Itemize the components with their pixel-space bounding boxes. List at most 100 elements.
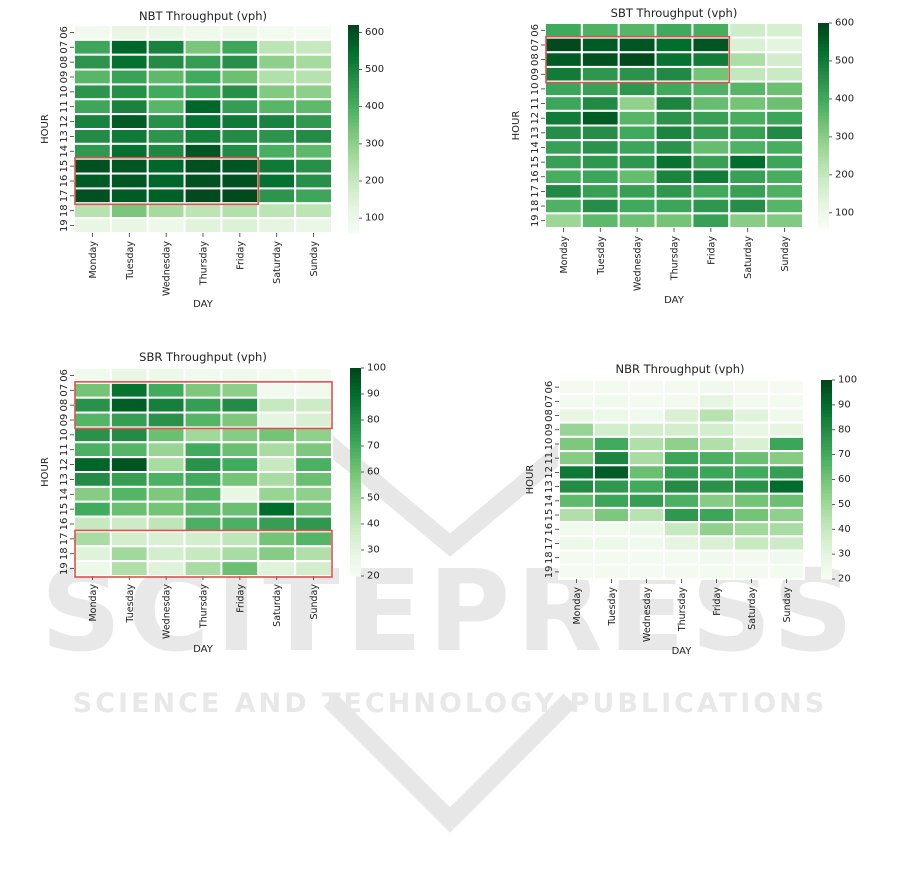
colorbar-tick-label: 600 [835, 18, 854, 29]
colorbar-segment [348, 122, 359, 127]
colorbar-segment [348, 73, 359, 78]
colorbar-tick-label: 60 [838, 474, 851, 485]
heatmap-cell-06-friday [698, 379, 735, 396]
colorbar-segment [348, 167, 359, 172]
heatmap-cell-13-sunday [768, 478, 805, 495]
colorbar-segment [821, 479, 832, 484]
colorbar-segment [821, 436, 832, 441]
colorbar-segment [350, 541, 361, 546]
colorbar-segment [348, 135, 359, 140]
colorbar-segment [350, 423, 361, 428]
colorbar-segment [348, 156, 359, 161]
colorbar-segment [821, 383, 832, 388]
heatmap-cell-16-wednesday [628, 521, 665, 538]
colorbar-tick-label: 40 [838, 524, 851, 535]
colorbar-segment [350, 524, 361, 528]
colorbar-segment [350, 420, 361, 424]
heatmap-cell-13-monday [558, 478, 595, 495]
colorbar-segment [350, 530, 361, 535]
colorbar-segment [348, 28, 359, 33]
colorbar-segment [348, 77, 359, 81]
colorbar-segment [348, 59, 359, 64]
colorbar-segment [818, 36, 829, 41]
colorbar-segment [348, 177, 359, 182]
colorbar-segment [818, 146, 829, 150]
colorbar-segment [818, 173, 829, 178]
colorbar-segment [348, 52, 359, 57]
colorbar-segment [818, 152, 829, 157]
colorbar-segment [348, 208, 359, 213]
heatmap-cell-17-sunday [768, 535, 805, 552]
colorbar-segment [821, 389, 832, 394]
y-tick-label: 19 [59, 562, 70, 575]
heatmap-cell-06-monday [558, 379, 595, 396]
colorbar-segment [350, 572, 361, 577]
colorbar-segment [821, 403, 832, 408]
colorbar-segment [348, 118, 359, 123]
heatmap-cell-13-saturday [733, 478, 770, 495]
colorbar-segment [821, 552, 832, 557]
colorbar-segment [350, 416, 361, 421]
x-tick-label: Friday [235, 584, 246, 613]
colorbar-segment [821, 466, 832, 471]
heatmap-cell-11-sunday [768, 450, 805, 467]
colorbar-segment [350, 433, 361, 438]
x-tick-label: Friday [235, 241, 246, 270]
y-tick-label: 07 [530, 39, 541, 52]
heatmap-cell-12-friday [698, 464, 735, 481]
heatmap-cell-15-thursday [663, 506, 700, 524]
colorbar-segment [821, 429, 832, 434]
colorbar-segment [821, 575, 832, 580]
colorbar-segment [818, 159, 829, 164]
highlight-box [74, 156, 260, 206]
colorbar-segment [818, 43, 829, 48]
colorbar-tick-label: 60 [367, 467, 380, 478]
y-tick-label: 11 [530, 97, 541, 110]
colorbar-segment [350, 503, 361, 508]
colorbar-segment [818, 149, 829, 154]
y-tick-label: 08 [59, 399, 70, 412]
heatmap-cell-19-wednesday [628, 563, 665, 580]
colorbar-segment [821, 515, 832, 520]
colorbar-segment [348, 63, 359, 68]
colorbar-segment [348, 226, 359, 231]
colorbar-segment [821, 439, 832, 444]
colorbar-segment [348, 181, 359, 185]
y-tick-label: 15 [59, 503, 70, 516]
y-tick-label: 06 [59, 26, 70, 39]
colorbar-segment [818, 46, 829, 51]
colorbar-segment [348, 97, 359, 102]
colorbar-segment [348, 25, 359, 29]
colorbar-segment [821, 386, 832, 391]
colorbar-segment [818, 190, 829, 195]
heatmap-cell-11-saturday [733, 450, 770, 467]
colorbar-segment [821, 449, 832, 454]
colorbar-segment [348, 184, 359, 189]
colorbar-segment [350, 496, 361, 501]
heatmap-cell-16-thursday [663, 521, 700, 538]
x-tick-label: Sunday [309, 584, 320, 620]
colorbar-segment [350, 451, 361, 456]
heatmap-cell-16-sunday [768, 521, 805, 538]
y-tick-label: 09 [530, 68, 541, 81]
heatmap-cell-18-sunday [768, 549, 805, 566]
colorbar-segment [818, 193, 829, 198]
colorbar-segment [350, 458, 361, 463]
colorbar-segment [348, 160, 359, 165]
colorbar-segment [348, 87, 359, 92]
colorbar-segment [348, 108, 359, 113]
colorbar-segment [350, 478, 361, 483]
colorbar-segment [348, 80, 359, 85]
colorbar-segment [350, 513, 361, 518]
colorbar-segment [821, 565, 832, 570]
colorbar-segment [818, 139, 829, 144]
colorbar-segment [821, 472, 832, 477]
colorbar-segment [350, 385, 361, 390]
colorbar-segment [350, 475, 361, 480]
heatmap-cell-11-tuesday [593, 450, 630, 467]
colorbar-segment [821, 499, 832, 504]
colorbar-segment [350, 368, 361, 372]
y-tick-label: 11 [544, 452, 555, 465]
colorbar-segment [350, 440, 361, 445]
heatmap-cell-18-monday [558, 549, 595, 566]
